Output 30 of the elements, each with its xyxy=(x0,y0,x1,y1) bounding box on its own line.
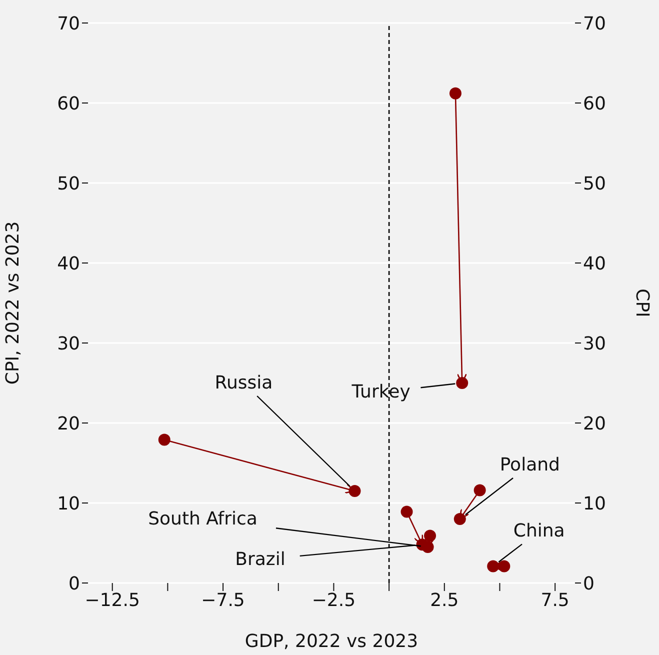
text: South Africa xyxy=(148,508,258,530)
y-tick-label: 0 xyxy=(68,573,80,594)
y-tick-label: 40 xyxy=(57,253,80,274)
text: Turkey xyxy=(350,382,411,402)
y2-tick-label: 20 xyxy=(583,413,606,434)
series-label: China xyxy=(513,520,565,542)
y2-tick-label: 30 xyxy=(583,333,606,354)
series-label: Poland xyxy=(500,454,560,476)
y2-tick-label: 70 xyxy=(583,13,606,34)
text: Russia xyxy=(214,372,273,394)
y-tick-label: 60 xyxy=(57,93,80,114)
y-tick-label: 50 xyxy=(57,173,80,194)
y2-axis-title: CPI xyxy=(632,288,653,318)
y2-tick-label: 0 xyxy=(583,573,594,594)
y2-tick-label: 60 xyxy=(583,93,606,114)
text: Brazil xyxy=(235,549,286,570)
x-tick-label: 7.5 xyxy=(540,590,570,611)
x-axis-title: GDP, 2022 vs 2023 xyxy=(244,631,418,652)
x-tick-label: −2.5 xyxy=(312,590,356,611)
y-tick-label: 10 xyxy=(57,493,80,514)
y2-tick-label: 50 xyxy=(583,173,606,194)
y2-tick-label: 10 xyxy=(583,493,606,514)
x-tick-label: 2.5 xyxy=(430,590,459,611)
x-tick-label: −12.5 xyxy=(84,590,140,611)
y-tick-label: 20 xyxy=(57,413,80,434)
y2-tick-label: 40 xyxy=(583,253,606,274)
y-axis-title: CPI, 2022 vs 2023 xyxy=(2,221,24,385)
y-tick-label: 30 xyxy=(57,333,80,354)
x-tick-label: −7.5 xyxy=(201,590,245,611)
y-tick-label: 70 xyxy=(57,13,80,34)
